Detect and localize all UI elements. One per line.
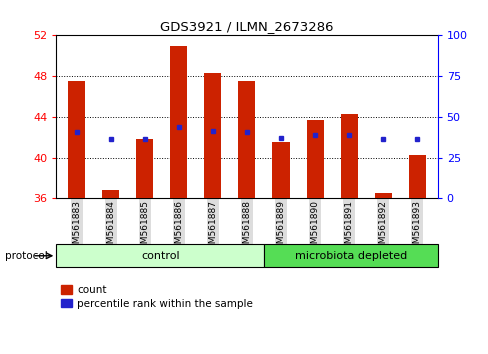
Bar	[170, 46, 187, 198]
Bar	[204, 73, 221, 198]
Bar	[408, 155, 425, 198]
Bar	[374, 193, 391, 198]
Text: microbiota depleted: microbiota depleted	[294, 251, 407, 261]
Bar	[340, 114, 357, 198]
Bar	[136, 139, 153, 198]
Legend: count, percentile rank within the sample: count, percentile rank within the sample	[61, 285, 252, 309]
Bar	[102, 190, 119, 198]
Bar	[272, 142, 289, 198]
Text: protocol: protocol	[5, 251, 47, 261]
Text: control: control	[141, 251, 179, 261]
Bar	[238, 81, 255, 198]
FancyBboxPatch shape	[56, 244, 264, 267]
Title: GDS3921 / ILMN_2673286: GDS3921 / ILMN_2673286	[160, 20, 333, 33]
Bar	[68, 81, 85, 198]
Bar	[306, 120, 323, 198]
FancyBboxPatch shape	[264, 244, 437, 267]
